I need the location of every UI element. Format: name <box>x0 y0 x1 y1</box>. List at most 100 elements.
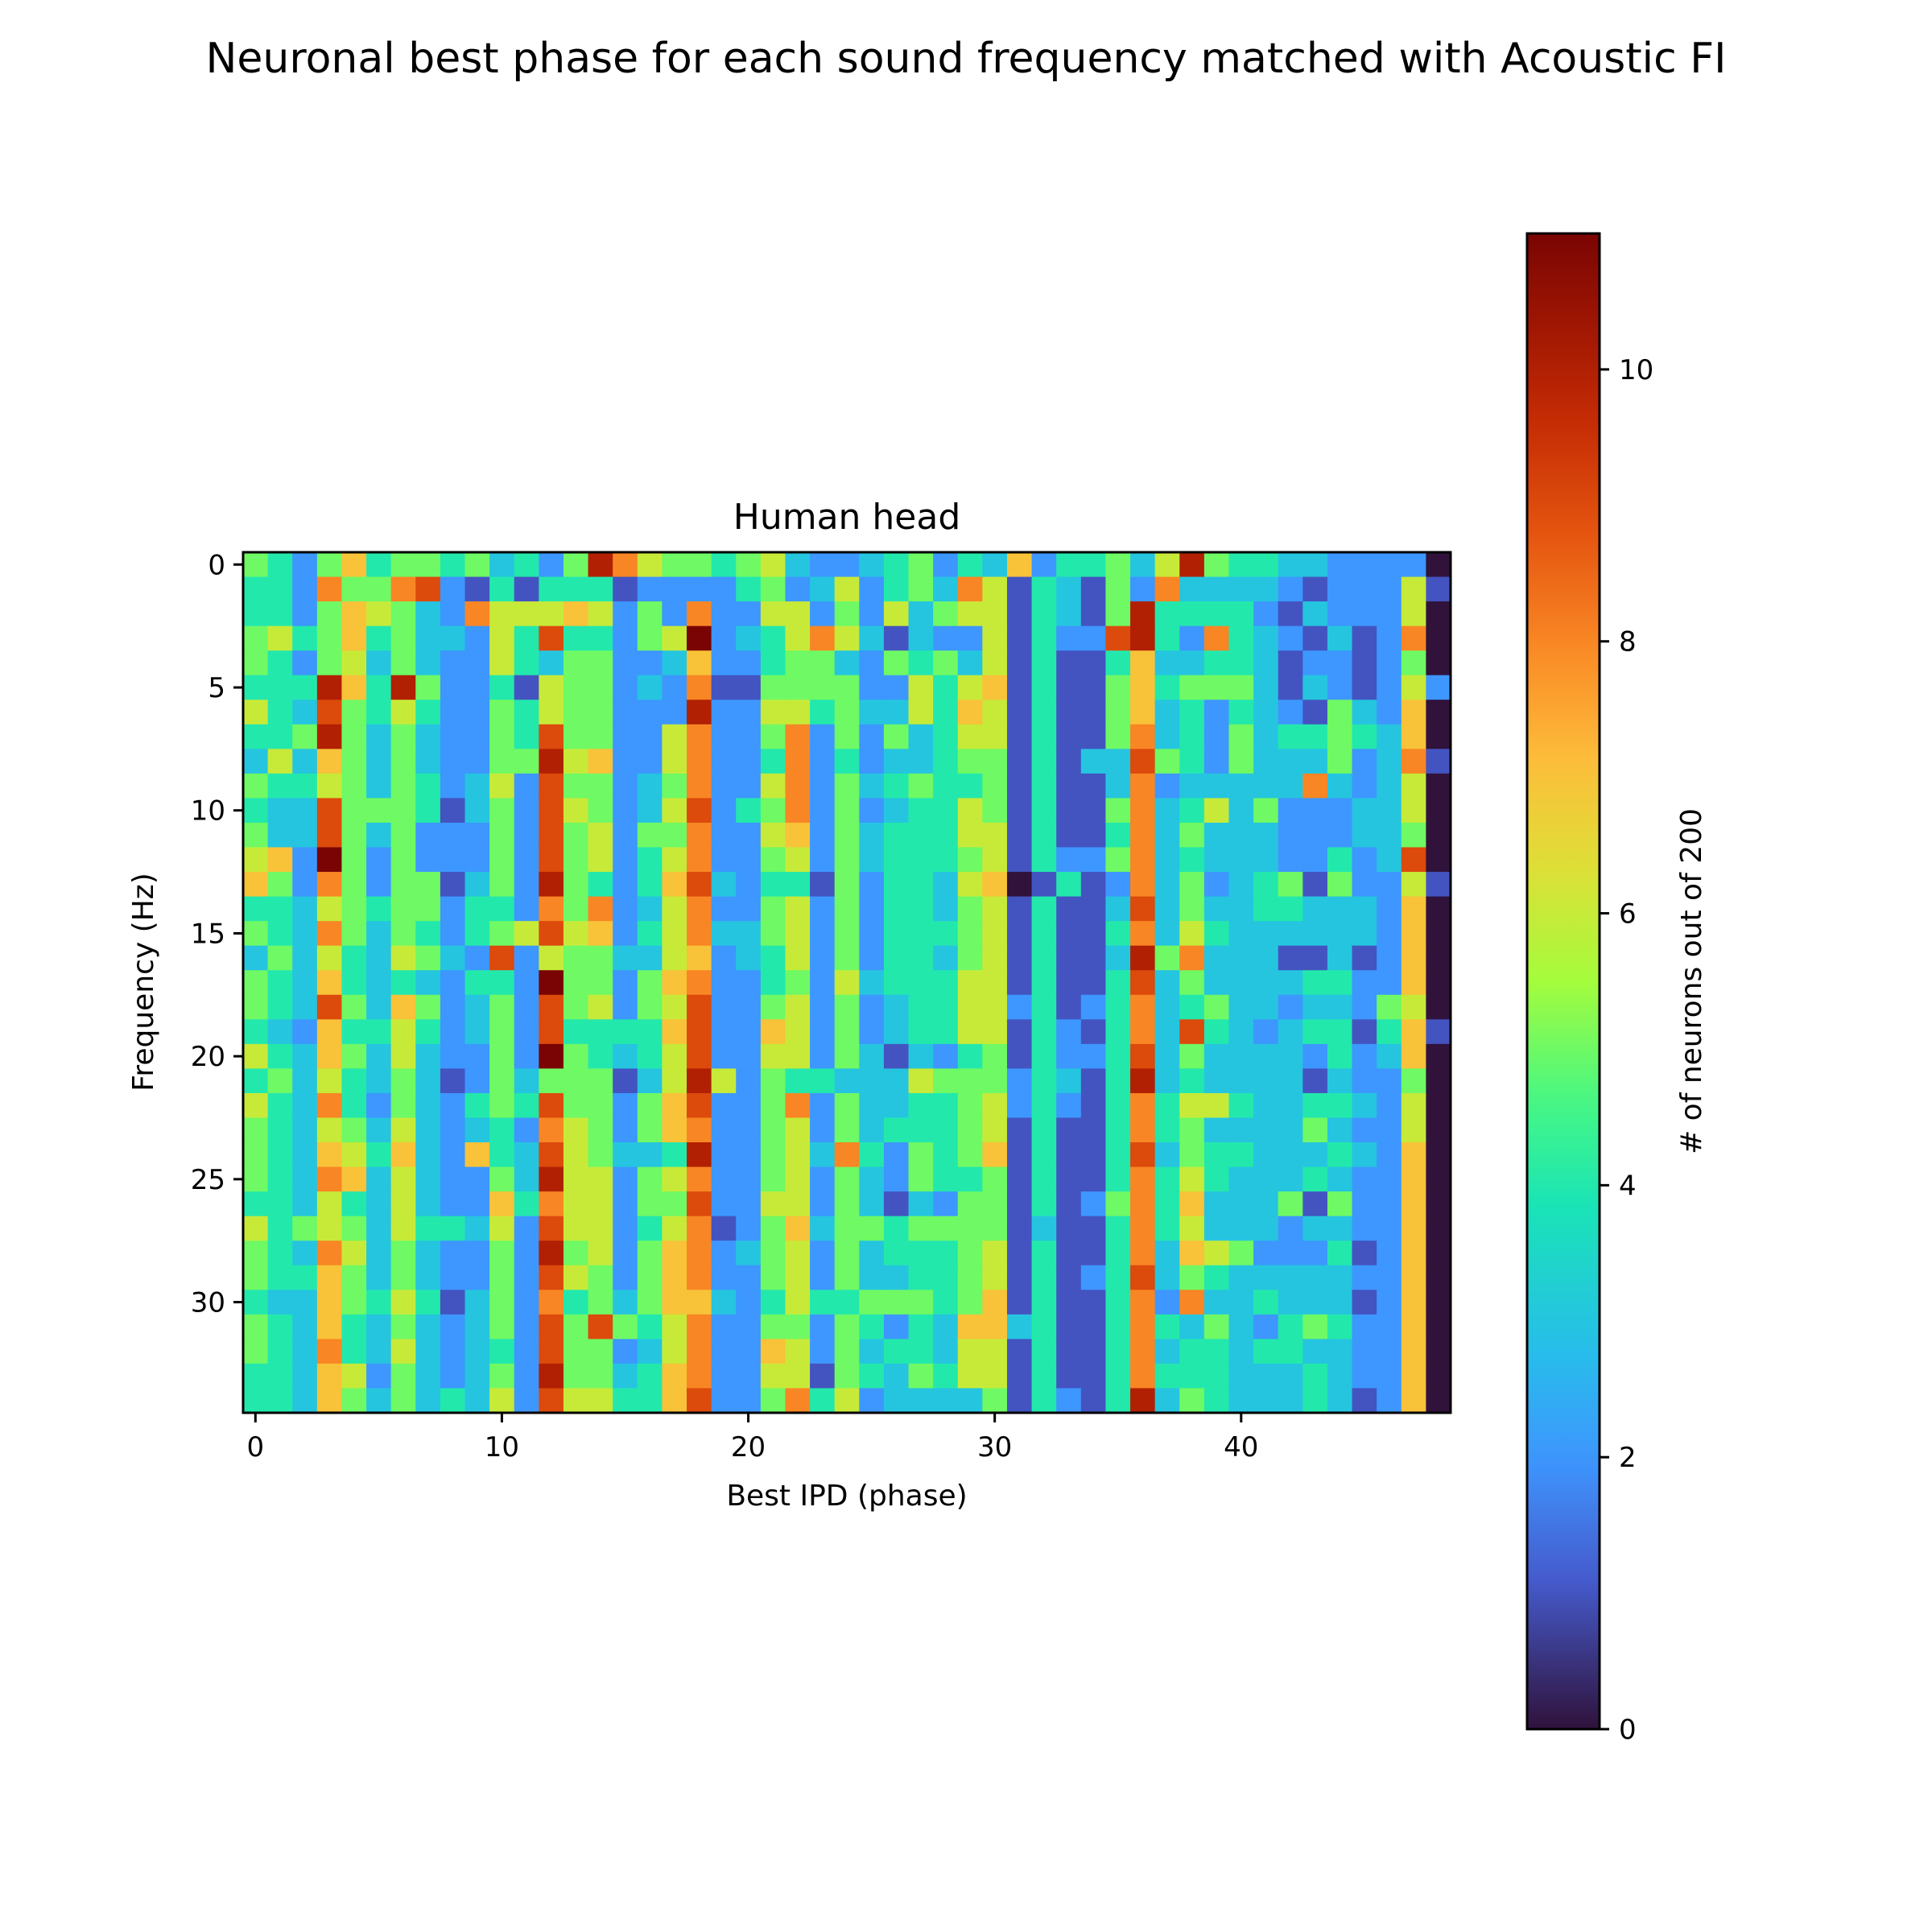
heatmap-cell <box>859 822 885 848</box>
heatmap-cell <box>1006 970 1033 996</box>
heatmap-cell <box>711 650 737 676</box>
heatmap-cell <box>834 1363 860 1389</box>
heatmap-cell <box>982 576 1008 602</box>
heatmap-cell <box>563 1117 589 1143</box>
heatmap-cell <box>1302 921 1328 947</box>
heatmap-cell <box>440 1191 466 1217</box>
heatmap-cell <box>390 1388 416 1414</box>
heatmap-cell <box>1056 1142 1082 1168</box>
heatmap-cell <box>933 798 959 824</box>
heatmap-cell <box>243 945 269 971</box>
heatmap-cell <box>1401 1019 1426 1045</box>
heatmap-cell <box>464 872 490 898</box>
heatmap-cell <box>982 921 1008 947</box>
heatmap-cell <box>1401 1216 1426 1241</box>
x-tick-label: 20 <box>731 1431 766 1463</box>
heatmap-cell <box>957 1117 983 1143</box>
heatmap-cell <box>1056 724 1082 749</box>
heatmap-cell <box>390 576 416 602</box>
heatmap-cell <box>1253 798 1279 824</box>
heatmap-cell <box>366 1290 392 1315</box>
colorbar-tick-label: 8 <box>1619 626 1637 658</box>
heatmap-cell <box>415 822 441 848</box>
heatmap-cell <box>662 945 687 971</box>
heatmap-cell <box>539 773 564 799</box>
heatmap-cell <box>1179 1241 1205 1266</box>
heatmap-cell <box>1327 1117 1353 1143</box>
heatmap-cell <box>1056 675 1082 700</box>
heatmap-cell <box>243 1166 269 1192</box>
heatmap-cell <box>662 601 687 627</box>
heatmap-cell <box>243 700 269 725</box>
heatmap-cell <box>514 1191 539 1217</box>
heatmap-cell <box>613 872 638 898</box>
heatmap-cell <box>489 1019 515 1045</box>
heatmap-cell <box>514 749 539 774</box>
heatmap-cell <box>810 675 836 700</box>
heatmap-cell <box>415 1363 441 1389</box>
heatmap-cell <box>489 576 515 602</box>
heatmap-cell <box>785 847 811 873</box>
heatmap-cell <box>810 1068 836 1094</box>
heatmap-cell <box>341 700 367 725</box>
heatmap-cell <box>1179 822 1205 848</box>
heatmap-cell <box>341 945 367 971</box>
y-tick-label: 15 <box>191 918 225 950</box>
colorbar-label: # of neurons out of 200 <box>1675 808 1708 1154</box>
heatmap-cell <box>1154 1068 1180 1094</box>
heatmap-cell <box>292 896 318 922</box>
heatmap-cell <box>292 1068 318 1094</box>
heatmap-cell <box>760 1142 786 1168</box>
heatmap-cell <box>834 1043 860 1069</box>
heatmap-cell <box>1327 1142 1353 1168</box>
heatmap-cell <box>1228 1019 1254 1045</box>
heatmap-cell <box>908 1068 934 1094</box>
heatmap-cell <box>687 945 712 971</box>
heatmap-cell <box>366 1339 392 1364</box>
heatmap-cell <box>1278 773 1303 799</box>
y-tick-label: 25 <box>191 1164 225 1196</box>
heatmap-cell <box>1352 798 1377 824</box>
heatmap-cell <box>464 1314 490 1340</box>
heatmap-cell <box>1105 822 1131 848</box>
heatmap-cell <box>415 749 441 774</box>
heatmap-cell <box>1278 1339 1303 1364</box>
heatmap-cell <box>1130 552 1156 578</box>
heatmap-cell <box>1401 1241 1426 1266</box>
heatmap-cell <box>366 1363 392 1389</box>
heatmap-cell <box>736 1339 762 1364</box>
heatmap-cell <box>1401 945 1426 971</box>
heatmap-cell <box>1080 822 1107 848</box>
heatmap-cell <box>1401 1068 1426 1094</box>
heatmap-cell <box>1253 1388 1279 1414</box>
heatmap-cell <box>514 1339 539 1364</box>
heatmap-cell <box>316 994 343 1020</box>
x-tick-label: 10 <box>485 1431 519 1463</box>
heatmap-cell <box>1426 994 1451 1020</box>
heatmap-cell <box>415 1142 441 1168</box>
heatmap-cell <box>1105 552 1131 578</box>
heatmap-cell <box>539 1019 564 1045</box>
heatmap-cell <box>859 1068 885 1094</box>
heatmap-cell <box>440 1314 466 1340</box>
heatmap-cell <box>834 1166 860 1192</box>
heatmap-cell <box>883 822 910 848</box>
heatmap-cell <box>316 1043 343 1069</box>
heatmap-cell <box>1105 576 1131 602</box>
heatmap-cell <box>933 1191 959 1217</box>
heatmap-cell <box>662 1314 687 1340</box>
heatmap-cell <box>243 970 269 996</box>
heatmap-cell <box>464 724 490 749</box>
heatmap-cell <box>489 921 515 947</box>
heatmap-cell <box>415 1388 441 1414</box>
heatmap-cell <box>637 1166 663 1192</box>
heatmap-cell <box>1130 872 1156 898</box>
heatmap-cell <box>1352 1216 1377 1241</box>
heatmap-cell <box>662 1339 687 1364</box>
heatmap-cell <box>1352 822 1377 848</box>
heatmap-cell <box>883 1290 910 1315</box>
heatmap-cell <box>243 1241 269 1266</box>
heatmap-cell <box>341 1339 367 1364</box>
